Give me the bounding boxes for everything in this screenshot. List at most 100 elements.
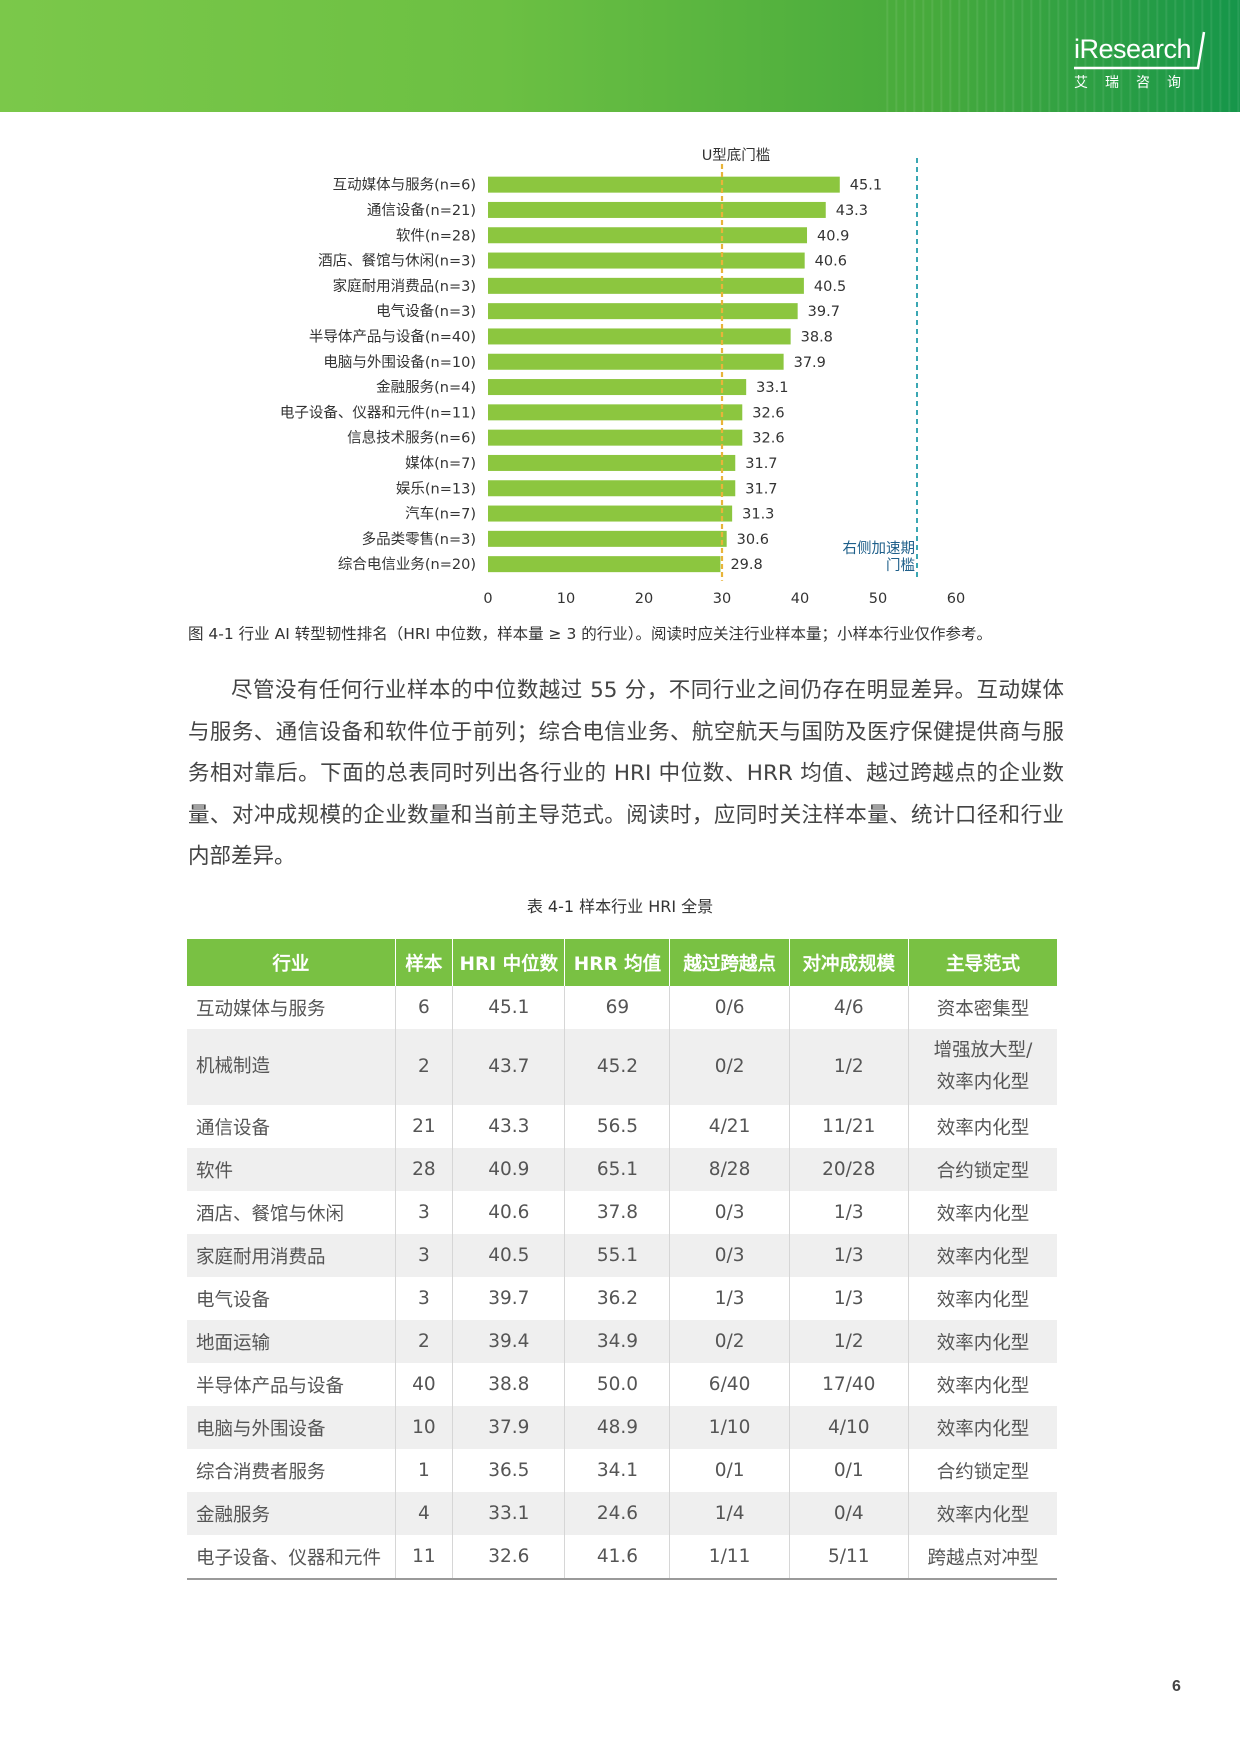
category-label: 电脑与外围设备(n=10) — [323, 354, 476, 371]
data-label: 40.9 — [817, 228, 849, 244]
data-label: 31.7 — [745, 456, 777, 472]
table-cell: 34.9 — [564, 1320, 670, 1363]
table-cell: 21 — [394, 1105, 453, 1148]
data-label: 29.8 — [730, 557, 762, 573]
table-cell: 半导体产品与设备 — [196, 1375, 345, 1397]
table-cell: 0/4 — [788, 1492, 909, 1535]
category-label: 综合电信业务(n=20) — [338, 556, 476, 573]
column-header: HRI 中位数 — [452, 939, 565, 986]
data-label: 32.6 — [752, 405, 784, 421]
table-row: 地面运输 2 39.4 34.9 0/2 1/2 效率内化型 — [187, 1320, 1057, 1363]
table-cell: 软件 — [187, 1148, 396, 1191]
table-cell: 3 — [394, 1277, 453, 1320]
table-cell: 4 — [394, 1492, 453, 1535]
acceleration-threshold-label: 门槛 — [886, 557, 915, 574]
bar — [488, 277, 804, 294]
table-cell: 效率内化型 — [907, 1234, 1057, 1277]
table-row: 电气设备 3 39.7 36.2 1/3 1/3 效率内化型 — [187, 1277, 1057, 1320]
data-label: 32.6 — [752, 431, 784, 447]
table-row: 电脑与外围设备 10 37.9 48.9 1/10 4/10 效率内化型 — [187, 1406, 1057, 1449]
table-cell: 43.3 — [452, 1105, 565, 1148]
header-decoration — [880, 0, 1240, 112]
table-cell: 电子设备、仪器和元件 — [187, 1535, 396, 1580]
table-cell: 1 — [394, 1449, 453, 1492]
bar — [488, 328, 791, 345]
table-cell: 24.6 — [564, 1492, 670, 1535]
table-cell: 38.8 — [452, 1363, 565, 1406]
data-label: 37.9 — [794, 355, 826, 371]
bar — [488, 303, 798, 320]
data-label: 38.8 — [801, 329, 833, 345]
table-cell: 综合消费者服务 — [196, 1461, 326, 1483]
bar — [488, 404, 743, 421]
table-cell: 50.0 — [564, 1363, 670, 1406]
table-cell: 55.1 — [564, 1234, 670, 1277]
table-cell: 1/2 — [788, 1320, 909, 1363]
table-cell: 11 — [394, 1535, 453, 1580]
bar — [488, 227, 808, 244]
table-cell: 2 — [394, 1029, 453, 1105]
category-label: 通信设备(n=21) — [367, 202, 476, 219]
table-cell: 效率内化型 — [907, 1191, 1057, 1234]
figure-caption: 图 4-1 行业 AI 转型韧性排名（HRI 中位数，样本量 ≥ 3 的行业）。… — [188, 625, 993, 643]
data-label: 31.7 — [745, 481, 777, 497]
column-header: 行业 — [187, 939, 396, 986]
table-cell: 电脑与外围设备 — [187, 1406, 396, 1449]
table-cell: 效率内化型 — [907, 1320, 1057, 1363]
table-cell: 跨越点对冲型 — [907, 1535, 1057, 1580]
table-cell: 20/28 — [788, 1148, 909, 1191]
category-label: 金融服务(n=4) — [376, 379, 476, 396]
table-cell: 37.9 — [452, 1406, 565, 1449]
table-cell: 32.6 — [452, 1535, 565, 1580]
table-cell: 36.5 — [452, 1449, 565, 1492]
table-cell: 0/1 — [788, 1449, 909, 1492]
industry-hri-bar-chart: 互动媒体与服务(n=6) 45.1 通信设备(n=21) 43.3 软件(n=28) 40… — [180, 140, 980, 614]
table-cell: 1/4 — [669, 1492, 790, 1535]
table-cell: 电气设备 — [196, 1289, 271, 1311]
data-label: 33.1 — [756, 380, 788, 396]
table-cell: 家庭耐用消费品 — [187, 1234, 396, 1277]
logo-swoosh-icon — [1074, 31, 1206, 70]
table-row: 综合消费者服务 1 36.5 34.1 0/1 0/1 合约锁定型 — [187, 1449, 1057, 1492]
logo-text: iResearch — [1074, 34, 1192, 64]
table-cell: 0/3 — [669, 1234, 790, 1277]
acceleration-threshold-label: 右侧加速期 — [843, 540, 916, 557]
bar — [488, 429, 743, 446]
table-cell: 3 — [394, 1191, 453, 1234]
table-row: 互动媒体与服务 6 45.1 69 0/6 4/6 资本密集型 — [187, 986, 1057, 1029]
table-row: 酒店、餐馆与休闲 3 40.6 37.8 0/3 1/3 效率内化型 — [187, 1191, 1057, 1234]
table-cell: 17/40 — [788, 1363, 909, 1406]
category-label: 媒体(n=7) — [405, 455, 476, 472]
table-row: 软件 28 40.9 65.1 8/28 20/28 合约锁定型 — [187, 1148, 1057, 1191]
table-cell: 11/21 — [788, 1105, 909, 1148]
table-cell: 33.1 — [452, 1492, 565, 1535]
column-header: 样本 — [394, 939, 453, 986]
table-cell: 45.2 — [564, 1029, 670, 1105]
table-cell: 1/2 — [788, 1029, 909, 1105]
table-cell: 互动媒体与服务 — [196, 998, 326, 1020]
table-row: 通信设备 21 43.3 56.5 4/21 11/21 效率内化型 — [187, 1105, 1057, 1148]
table-cell: 地面运输 — [187, 1320, 396, 1363]
category-label: 酒店、餐馆与休闲(n=3) — [318, 253, 476, 270]
x-tick-label: 10 — [557, 591, 575, 607]
x-tick-label: 50 — [869, 591, 887, 607]
page-header: iResearch 艾瑞咨询 — [0, 0, 1240, 112]
table-cell: 10 — [394, 1406, 453, 1449]
x-tick-label: 0 — [483, 591, 492, 607]
table-cell: 36.2 — [564, 1277, 670, 1320]
data-label: 45.1 — [850, 178, 882, 194]
u-threshold-label: U型底门槛 — [702, 147, 771, 164]
table-cell: 6 — [394, 986, 453, 1029]
table-title: 表 4-1 样本行业 HRI 全景 — [526, 897, 714, 916]
category-label: 多品类零售(n=3) — [362, 531, 476, 548]
bar — [488, 454, 736, 471]
table-cell: 机械制造 — [187, 1029, 396, 1105]
table-header-row: 行业 样本 HRI 中位数 HRR 均值 越过跨越点 对冲成规模 主导范式 — [187, 939, 1057, 986]
table-cell: 效率内化型 — [907, 1105, 1057, 1148]
category-label: 电气设备(n=3) — [376, 303, 476, 320]
bar — [488, 530, 727, 547]
table-cell: 效率内化型 — [907, 1363, 1057, 1406]
category-label: 娱乐(n=13) — [396, 480, 476, 497]
table-cell: 65.1 — [564, 1148, 670, 1191]
column-header: 越过跨越点 — [669, 939, 790, 986]
